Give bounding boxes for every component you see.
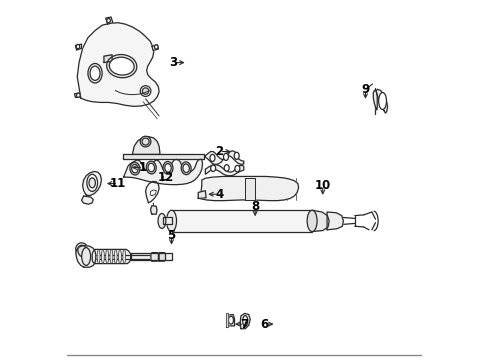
Ellipse shape: [163, 162, 173, 174]
Text: 11: 11: [110, 177, 126, 190]
Ellipse shape: [114, 249, 117, 264]
Polygon shape: [104, 55, 112, 63]
Ellipse shape: [210, 165, 215, 171]
Polygon shape: [77, 23, 159, 106]
Text: 8: 8: [250, 200, 259, 213]
Ellipse shape: [97, 249, 100, 264]
Ellipse shape: [306, 210, 316, 231]
Polygon shape: [132, 136, 160, 154]
Ellipse shape: [105, 249, 108, 264]
Ellipse shape: [140, 86, 151, 96]
Polygon shape: [244, 178, 255, 199]
Text: 9: 9: [361, 83, 369, 96]
Text: 7: 7: [240, 318, 248, 330]
Ellipse shape: [164, 164, 171, 172]
Ellipse shape: [224, 165, 229, 171]
Text: 10: 10: [314, 179, 330, 192]
Polygon shape: [159, 253, 165, 261]
Polygon shape: [105, 17, 113, 24]
Polygon shape: [372, 90, 376, 110]
Ellipse shape: [140, 136, 151, 147]
Polygon shape: [205, 151, 244, 165]
Ellipse shape: [234, 152, 239, 159]
Ellipse shape: [81, 248, 90, 265]
Text: 4: 4: [215, 188, 223, 201]
Ellipse shape: [209, 154, 215, 162]
Ellipse shape: [77, 93, 80, 98]
Ellipse shape: [378, 93, 386, 109]
Polygon shape: [311, 210, 328, 231]
Ellipse shape: [223, 153, 228, 161]
Polygon shape: [326, 212, 343, 230]
Polygon shape: [152, 45, 158, 50]
Ellipse shape: [110, 249, 113, 264]
Ellipse shape: [234, 165, 240, 172]
Polygon shape: [225, 314, 228, 327]
Polygon shape: [205, 165, 244, 176]
Ellipse shape: [154, 45, 158, 49]
Polygon shape: [198, 176, 298, 201]
Text: 6: 6: [260, 318, 267, 330]
Ellipse shape: [130, 162, 140, 175]
Polygon shape: [227, 315, 234, 326]
Polygon shape: [122, 154, 203, 159]
Ellipse shape: [90, 66, 100, 80]
Polygon shape: [163, 217, 172, 225]
Ellipse shape: [183, 164, 189, 172]
Ellipse shape: [158, 213, 165, 228]
Polygon shape: [92, 249, 130, 264]
Ellipse shape: [78, 245, 87, 257]
Ellipse shape: [109, 57, 134, 75]
Polygon shape: [130, 253, 171, 260]
Ellipse shape: [142, 88, 148, 94]
Ellipse shape: [146, 161, 156, 174]
Ellipse shape: [89, 178, 95, 188]
Ellipse shape: [148, 163, 154, 172]
Polygon shape: [375, 89, 387, 113]
Polygon shape: [74, 93, 80, 98]
Polygon shape: [76, 246, 96, 267]
Text: 3: 3: [169, 56, 177, 69]
Polygon shape: [82, 171, 101, 195]
Ellipse shape: [76, 44, 80, 49]
Ellipse shape: [87, 174, 97, 192]
Ellipse shape: [106, 18, 110, 23]
Text: 2: 2: [215, 145, 223, 158]
Ellipse shape: [166, 210, 176, 231]
Polygon shape: [84, 255, 159, 259]
Polygon shape: [81, 196, 93, 204]
Ellipse shape: [101, 249, 104, 264]
Polygon shape: [150, 190, 156, 195]
Ellipse shape: [88, 63, 102, 83]
Ellipse shape: [122, 249, 125, 264]
Polygon shape: [150, 206, 157, 214]
Ellipse shape: [181, 162, 191, 175]
Ellipse shape: [242, 316, 247, 326]
Polygon shape: [240, 314, 250, 329]
Ellipse shape: [142, 138, 149, 145]
Text: 5: 5: [167, 229, 175, 242]
Polygon shape: [151, 253, 158, 261]
Ellipse shape: [106, 54, 137, 78]
Polygon shape: [198, 191, 205, 198]
Ellipse shape: [131, 165, 138, 173]
Polygon shape: [75, 44, 81, 50]
Polygon shape: [123, 159, 202, 185]
Text: 12: 12: [157, 171, 173, 184]
Ellipse shape: [76, 243, 89, 260]
Ellipse shape: [118, 249, 121, 264]
Polygon shape: [171, 210, 311, 231]
Text: 1: 1: [139, 161, 147, 174]
Polygon shape: [145, 181, 159, 203]
Ellipse shape: [228, 316, 233, 324]
